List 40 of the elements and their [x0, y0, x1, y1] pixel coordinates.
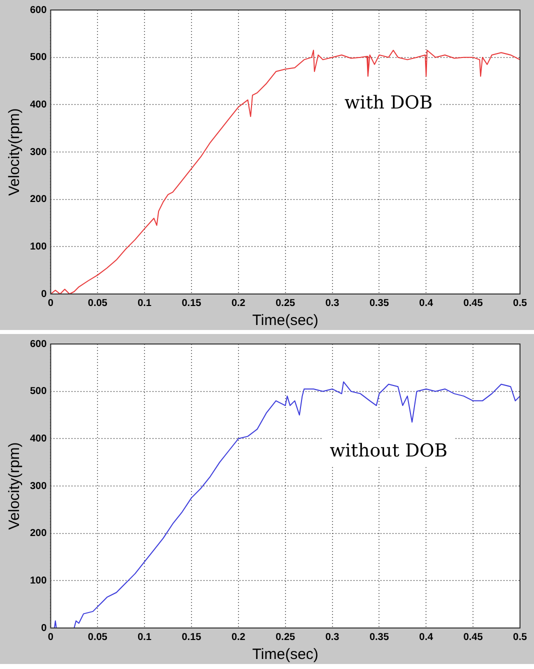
annotation: without DOB: [330, 440, 448, 462]
x-tick-label: 0.05: [88, 298, 108, 309]
x-tick-label: 0.3: [325, 298, 340, 309]
x-tick-label: 0.5: [513, 632, 528, 643]
y-tick-label: 200: [30, 528, 48, 540]
x-tick-label: 0.25: [276, 632, 296, 643]
x-tick-label: 0.1: [138, 632, 152, 643]
x-tick-label: 0.45: [463, 298, 484, 309]
y-axis-title: Velocity(rpm): [6, 108, 24, 196]
x-tick-label: 0.2: [231, 632, 246, 643]
x-tick-label: 0.1: [138, 298, 152, 309]
x-tick-label: 0.5: [513, 298, 528, 309]
y-tick-label: 500: [30, 386, 48, 398]
x-tick-label: 0.35: [369, 298, 390, 309]
x-tick-label: 0.25: [276, 298, 296, 309]
y-tick-label: 100: [30, 575, 48, 586]
y-tick-label: 0: [41, 622, 48, 634]
x-tick-label: 0.4: [419, 298, 434, 309]
y-tick-label: 300: [30, 480, 48, 492]
x-tick-label: 0.4: [419, 632, 434, 643]
x-tick-label: 0.15: [182, 632, 202, 643]
x-tick-label: 0.45: [463, 632, 484, 643]
y-tick-label: 200: [30, 194, 48, 206]
annotation: with DOB: [344, 92, 433, 114]
y-tick-label: 400: [30, 99, 48, 110]
y-tick-label: 300: [30, 146, 48, 158]
y-tick-label: 600: [30, 4, 48, 16]
x-axis-title: Time(sec): [252, 312, 318, 330]
x-tick-label: 0.3: [325, 632, 340, 643]
x-tick-label: 0.05: [88, 632, 108, 643]
y-axis-title: Velocity(rpm): [6, 442, 24, 530]
x-tick-label: 0.15: [182, 298, 202, 309]
y-tick-label: 400: [30, 433, 48, 444]
y-tick-label: 500: [30, 52, 48, 64]
y-tick-label: 600: [30, 338, 48, 350]
y-tick-label: 100: [30, 241, 48, 252]
y-tick-label: 0: [41, 288, 48, 300]
x-tick-label: 0.35: [369, 632, 390, 643]
x-axis-title: Time(sec): [252, 646, 318, 664]
x-tick-label: 0.2: [231, 298, 246, 309]
